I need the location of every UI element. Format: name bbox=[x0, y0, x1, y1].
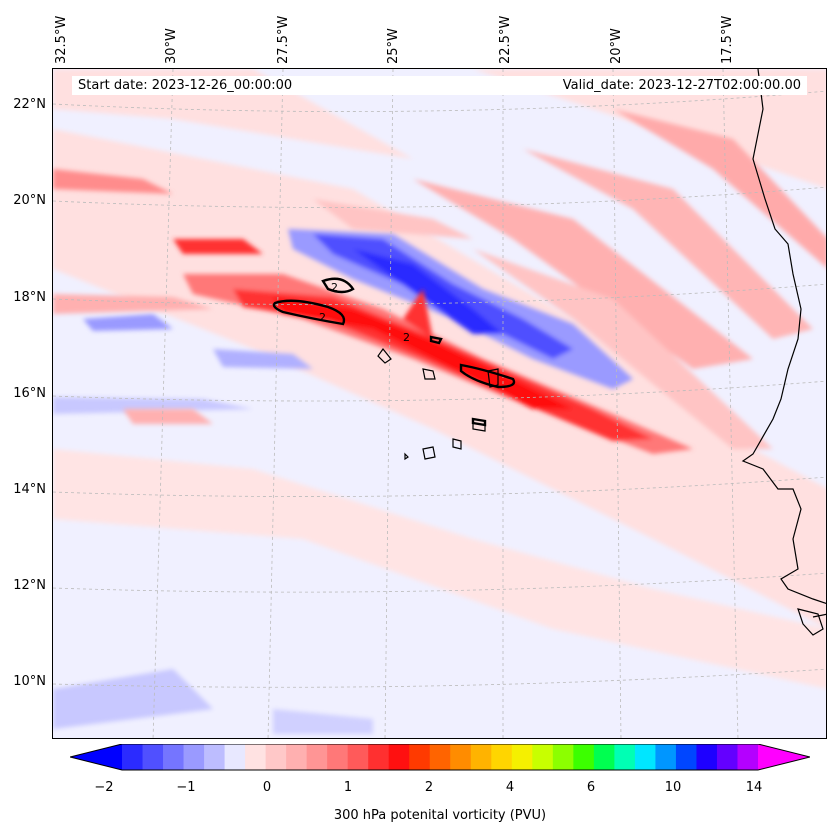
colorbar-swatch bbox=[634, 744, 656, 770]
pv-field-map: 2 2 2 bbox=[53, 69, 826, 738]
colorbar-graphic bbox=[69, 743, 811, 771]
colorbar-tick-label: 6 bbox=[586, 780, 596, 795]
colorbar-tick-label: −1 bbox=[176, 780, 196, 795]
colorbar-swatch bbox=[183, 744, 205, 770]
colorbar-swatch bbox=[532, 744, 554, 770]
colorbar-tick-label: 0 bbox=[262, 780, 272, 795]
lon-label: 32.5°W bbox=[54, 15, 69, 64]
colorbar-swatch bbox=[245, 744, 267, 770]
lat-label: 12°N bbox=[13, 578, 46, 593]
lon-label: 30°W bbox=[164, 28, 179, 64]
lon-label: 22.5°W bbox=[498, 15, 513, 64]
start-date-label: Start date: 2023-12-26_00:00:00 bbox=[72, 76, 548, 95]
lat-label: 14°N bbox=[13, 482, 46, 497]
colorbar-tick-label: 4 bbox=[505, 780, 515, 795]
contour-label: 2 bbox=[319, 311, 326, 324]
colorbar-swatch bbox=[388, 744, 410, 770]
colorbar-tick-label: 10 bbox=[664, 780, 682, 795]
colorbar-swatch bbox=[142, 744, 164, 770]
lon-label: 25°W bbox=[386, 28, 401, 64]
lat-label: 10°N bbox=[13, 674, 46, 689]
colorbar-swatch bbox=[491, 744, 513, 770]
lon-label: 17.5°W bbox=[720, 15, 735, 64]
colorbar-swatch bbox=[429, 744, 451, 770]
colorbar-swatch bbox=[552, 744, 574, 770]
lon-label: 20°W bbox=[609, 28, 624, 64]
pv-contour-labels: 2 2 2 bbox=[319, 281, 410, 344]
colorbar-tick-label: 1 bbox=[343, 780, 353, 795]
contour-label: 2 bbox=[331, 281, 338, 294]
colorbar-swatch bbox=[675, 744, 697, 770]
colorbar-tick-label: 14 bbox=[745, 780, 763, 795]
graticule bbox=[53, 69, 826, 738]
colorbar-extend-high bbox=[758, 744, 810, 770]
lon-label: 27.5°W bbox=[276, 15, 291, 64]
colorbar-swatch bbox=[696, 744, 718, 770]
colorbar-swatch bbox=[737, 744, 759, 770]
lat-label: 22°N bbox=[13, 97, 46, 112]
colorbar-swatch bbox=[368, 744, 390, 770]
colorbar-tick-label: 2 bbox=[424, 780, 434, 795]
colorbar-swatch bbox=[286, 744, 308, 770]
colorbar-title: 300 hPa potenital vorticity (PVU) bbox=[333, 808, 547, 823]
colorbar-swatch bbox=[163, 744, 185, 770]
colorbar-swatch bbox=[511, 744, 533, 770]
valid-date-label: Valid_date: 2023-12-27T02:00:00.00 bbox=[542, 76, 807, 95]
pv-negative-anomaly bbox=[53, 229, 633, 734]
pv-streaks-northeast bbox=[53, 109, 826, 449]
colorbar-swatch bbox=[716, 744, 738, 770]
lat-label: 20°N bbox=[13, 193, 46, 208]
lat-label: 18°N bbox=[13, 290, 46, 305]
colorbar bbox=[69, 743, 811, 774]
contour-label: 2 bbox=[403, 331, 410, 344]
colorbar-swatch bbox=[450, 744, 472, 770]
colorbar-swatch bbox=[204, 744, 226, 770]
pv-2-contours bbox=[272, 277, 516, 427]
colorbar-swatch bbox=[347, 744, 369, 770]
colorbar-swatch bbox=[409, 744, 431, 770]
colorbar-swatch bbox=[122, 744, 144, 770]
colorbar-swatch bbox=[327, 744, 349, 770]
colorbar-swatch bbox=[265, 744, 287, 770]
map-panel[interactable]: 2 2 2 bbox=[52, 68, 827, 739]
coastline bbox=[741, 69, 826, 636]
colorbar-swatch bbox=[614, 744, 636, 770]
colorbar-swatch bbox=[470, 744, 492, 770]
colorbar-swatch bbox=[655, 744, 677, 770]
colorbar-extend-low bbox=[70, 744, 122, 770]
colorbar-swatch bbox=[573, 744, 595, 770]
lat-label: 16°N bbox=[13, 386, 46, 401]
colorbar-swatch bbox=[306, 744, 328, 770]
colorbar-swatch bbox=[593, 744, 615, 770]
colorbar-swatch bbox=[224, 744, 246, 770]
colorbar-tick-label: −2 bbox=[94, 780, 114, 795]
